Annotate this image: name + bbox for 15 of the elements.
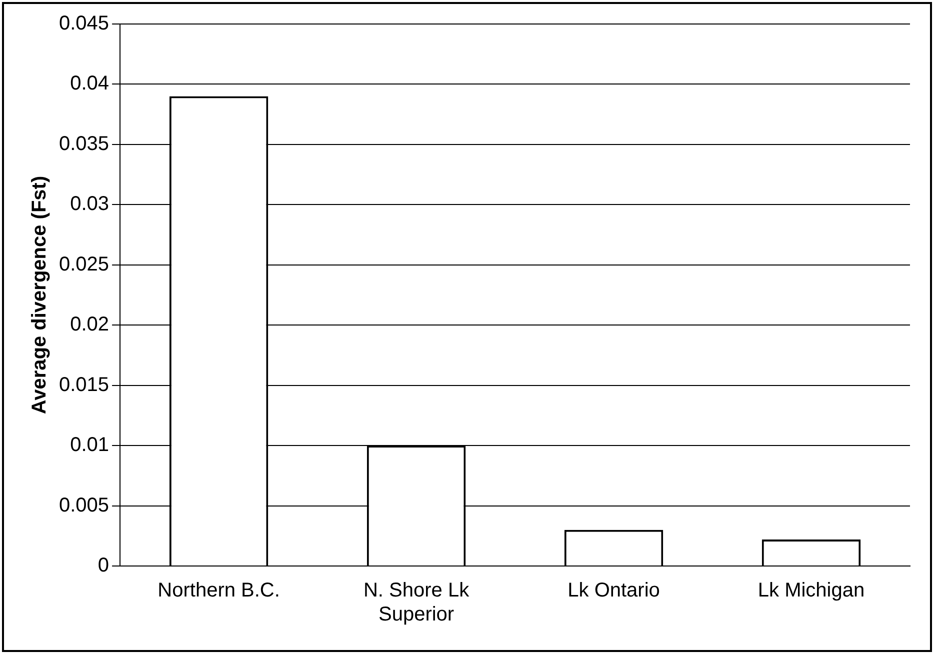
y-tick-label: 0.03	[70, 193, 110, 216]
y-tick-label: 0.01	[70, 434, 110, 456]
y-tick-label: 0.045	[58, 12, 110, 35]
x-tick-label: Lk Ontario	[568, 580, 660, 602]
y-tick-label: 0.04	[70, 72, 110, 95]
x-tick-label: Northern B.C.	[158, 580, 280, 602]
y-tick-label: 0.005	[58, 494, 110, 516]
y-tick-label: 0.02	[70, 314, 110, 336]
y-axis-title: Average divergence (Fst)	[28, 176, 51, 414]
y-tick-label: 0.025	[58, 253, 110, 276]
y-tick-label: 0.015	[58, 374, 110, 396]
y-tick-label: 0.035	[58, 132, 110, 155]
x-tick-label: N. Shore Lk Superior	[363, 580, 470, 626]
x-tick-label: Lk Michigan	[758, 580, 865, 602]
y-tick-label: 0	[98, 554, 110, 577]
